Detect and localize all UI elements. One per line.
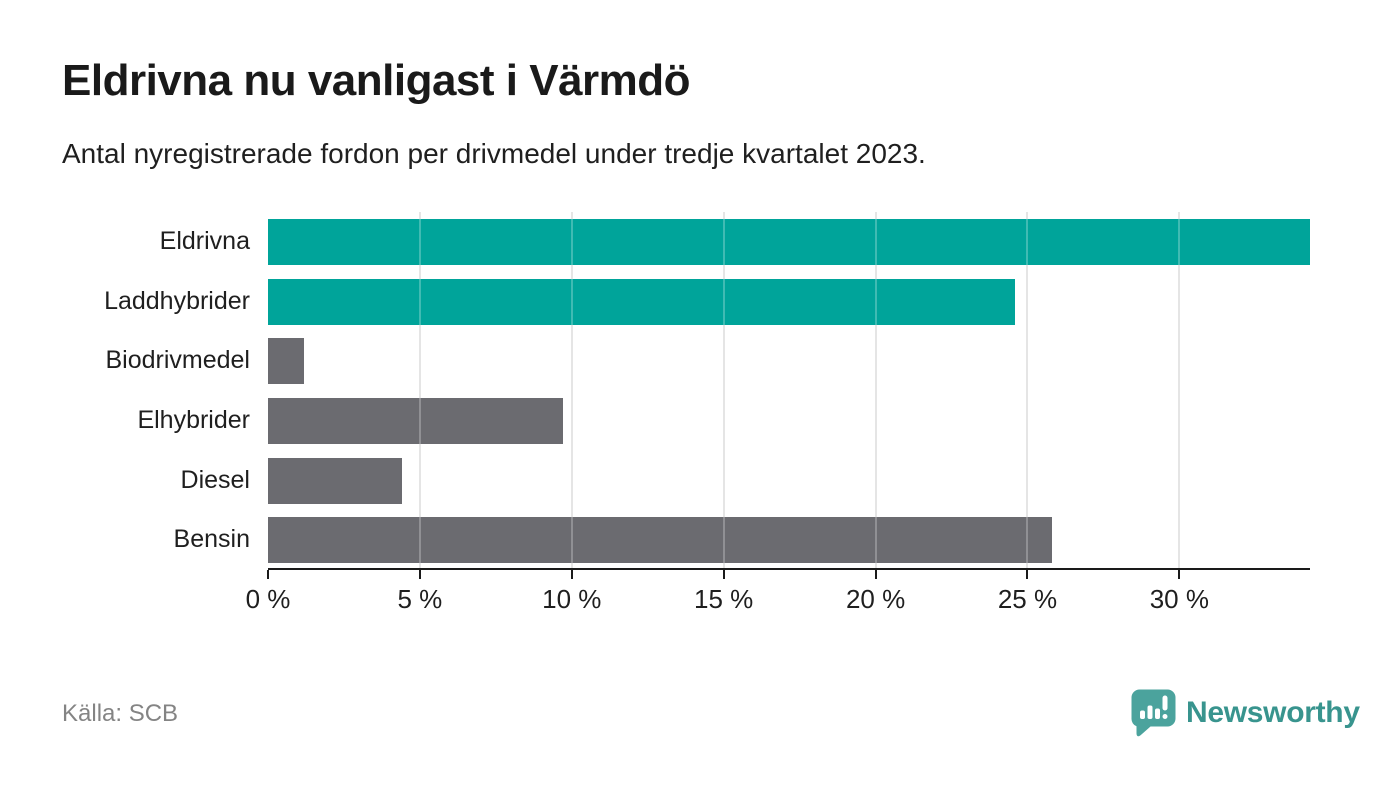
row-label-eldrivna: Eldrivna [159,227,250,255]
row-label-elhybrider: Elhybrider [137,406,250,434]
row-label-diesel: Diesel [180,465,250,494]
gridline-30 [1178,212,1181,570]
gridline-overlay-30 [1178,212,1181,570]
x-axis-line [268,568,1310,570]
x-tick-label-25: 25 % [997,584,1058,614]
gridline-20 [874,212,877,570]
gridline-10 [570,212,573,570]
x-tick-label-0: 0 % [245,584,291,614]
category-labels: Eldrivna Laddhybrider Biodrivmedel Elhybrid… [0,212,250,570]
gridline-overlay-10 [570,212,573,570]
x-tick-10 [570,570,573,579]
source-caption: Källa: SCB [62,700,179,727]
gridline-overlay-25 [1026,212,1029,570]
gridline-25 [1026,212,1029,570]
chart-subtitle: Antal nyregistrerade fordon per drivmede… [62,138,926,169]
x-tick-0 [267,570,269,579]
gridline-overlay-15 [722,212,725,570]
x-tick-5 [418,570,421,579]
chart-title: Eldrivna nu vanligast i Värmdö [62,56,691,105]
x-tick-15 [722,570,725,579]
x-tick-label-10: 10 % [542,584,602,614]
bar-laddhybrider [268,278,1016,325]
x-tick-20 [874,570,877,579]
bar-diesel [268,457,402,504]
bar-elhybrider [268,397,563,444]
bar-biodrivmedel [268,338,305,385]
gridline-overlay-5 [418,212,421,570]
row-label-biodrivmedel: Biodrivmedel [105,346,250,375]
newsworthy-wordmark: Newsworthy [1186,695,1360,729]
bar-eldrivna [268,218,1310,265]
x-tick-label-20: 20 % [845,584,906,614]
gridline-15 [722,212,725,570]
x-tick-label-30: 30 % [1149,584,1209,614]
gridline-overlay-20 [874,212,877,570]
bar-bensin [268,517,1052,564]
row-label-laddhybrider: Laddhybrider [104,286,250,315]
newsworthy-logo-icon [1131,689,1176,737]
gridline-5 [418,212,421,570]
newsworthy-logo: Newsworthy [1130,688,1360,737]
plot-area: 0 % 5 % 10 % 15 % 20 % 25 % 30 % [246,212,1310,614]
x-tick-25 [1026,570,1029,579]
row-label-bensin: Bensin [173,525,250,554]
x-tick-label-5: 5 % [397,584,443,614]
x-tick-30 [1178,570,1181,579]
x-tick-label-15: 15 % [694,584,754,614]
